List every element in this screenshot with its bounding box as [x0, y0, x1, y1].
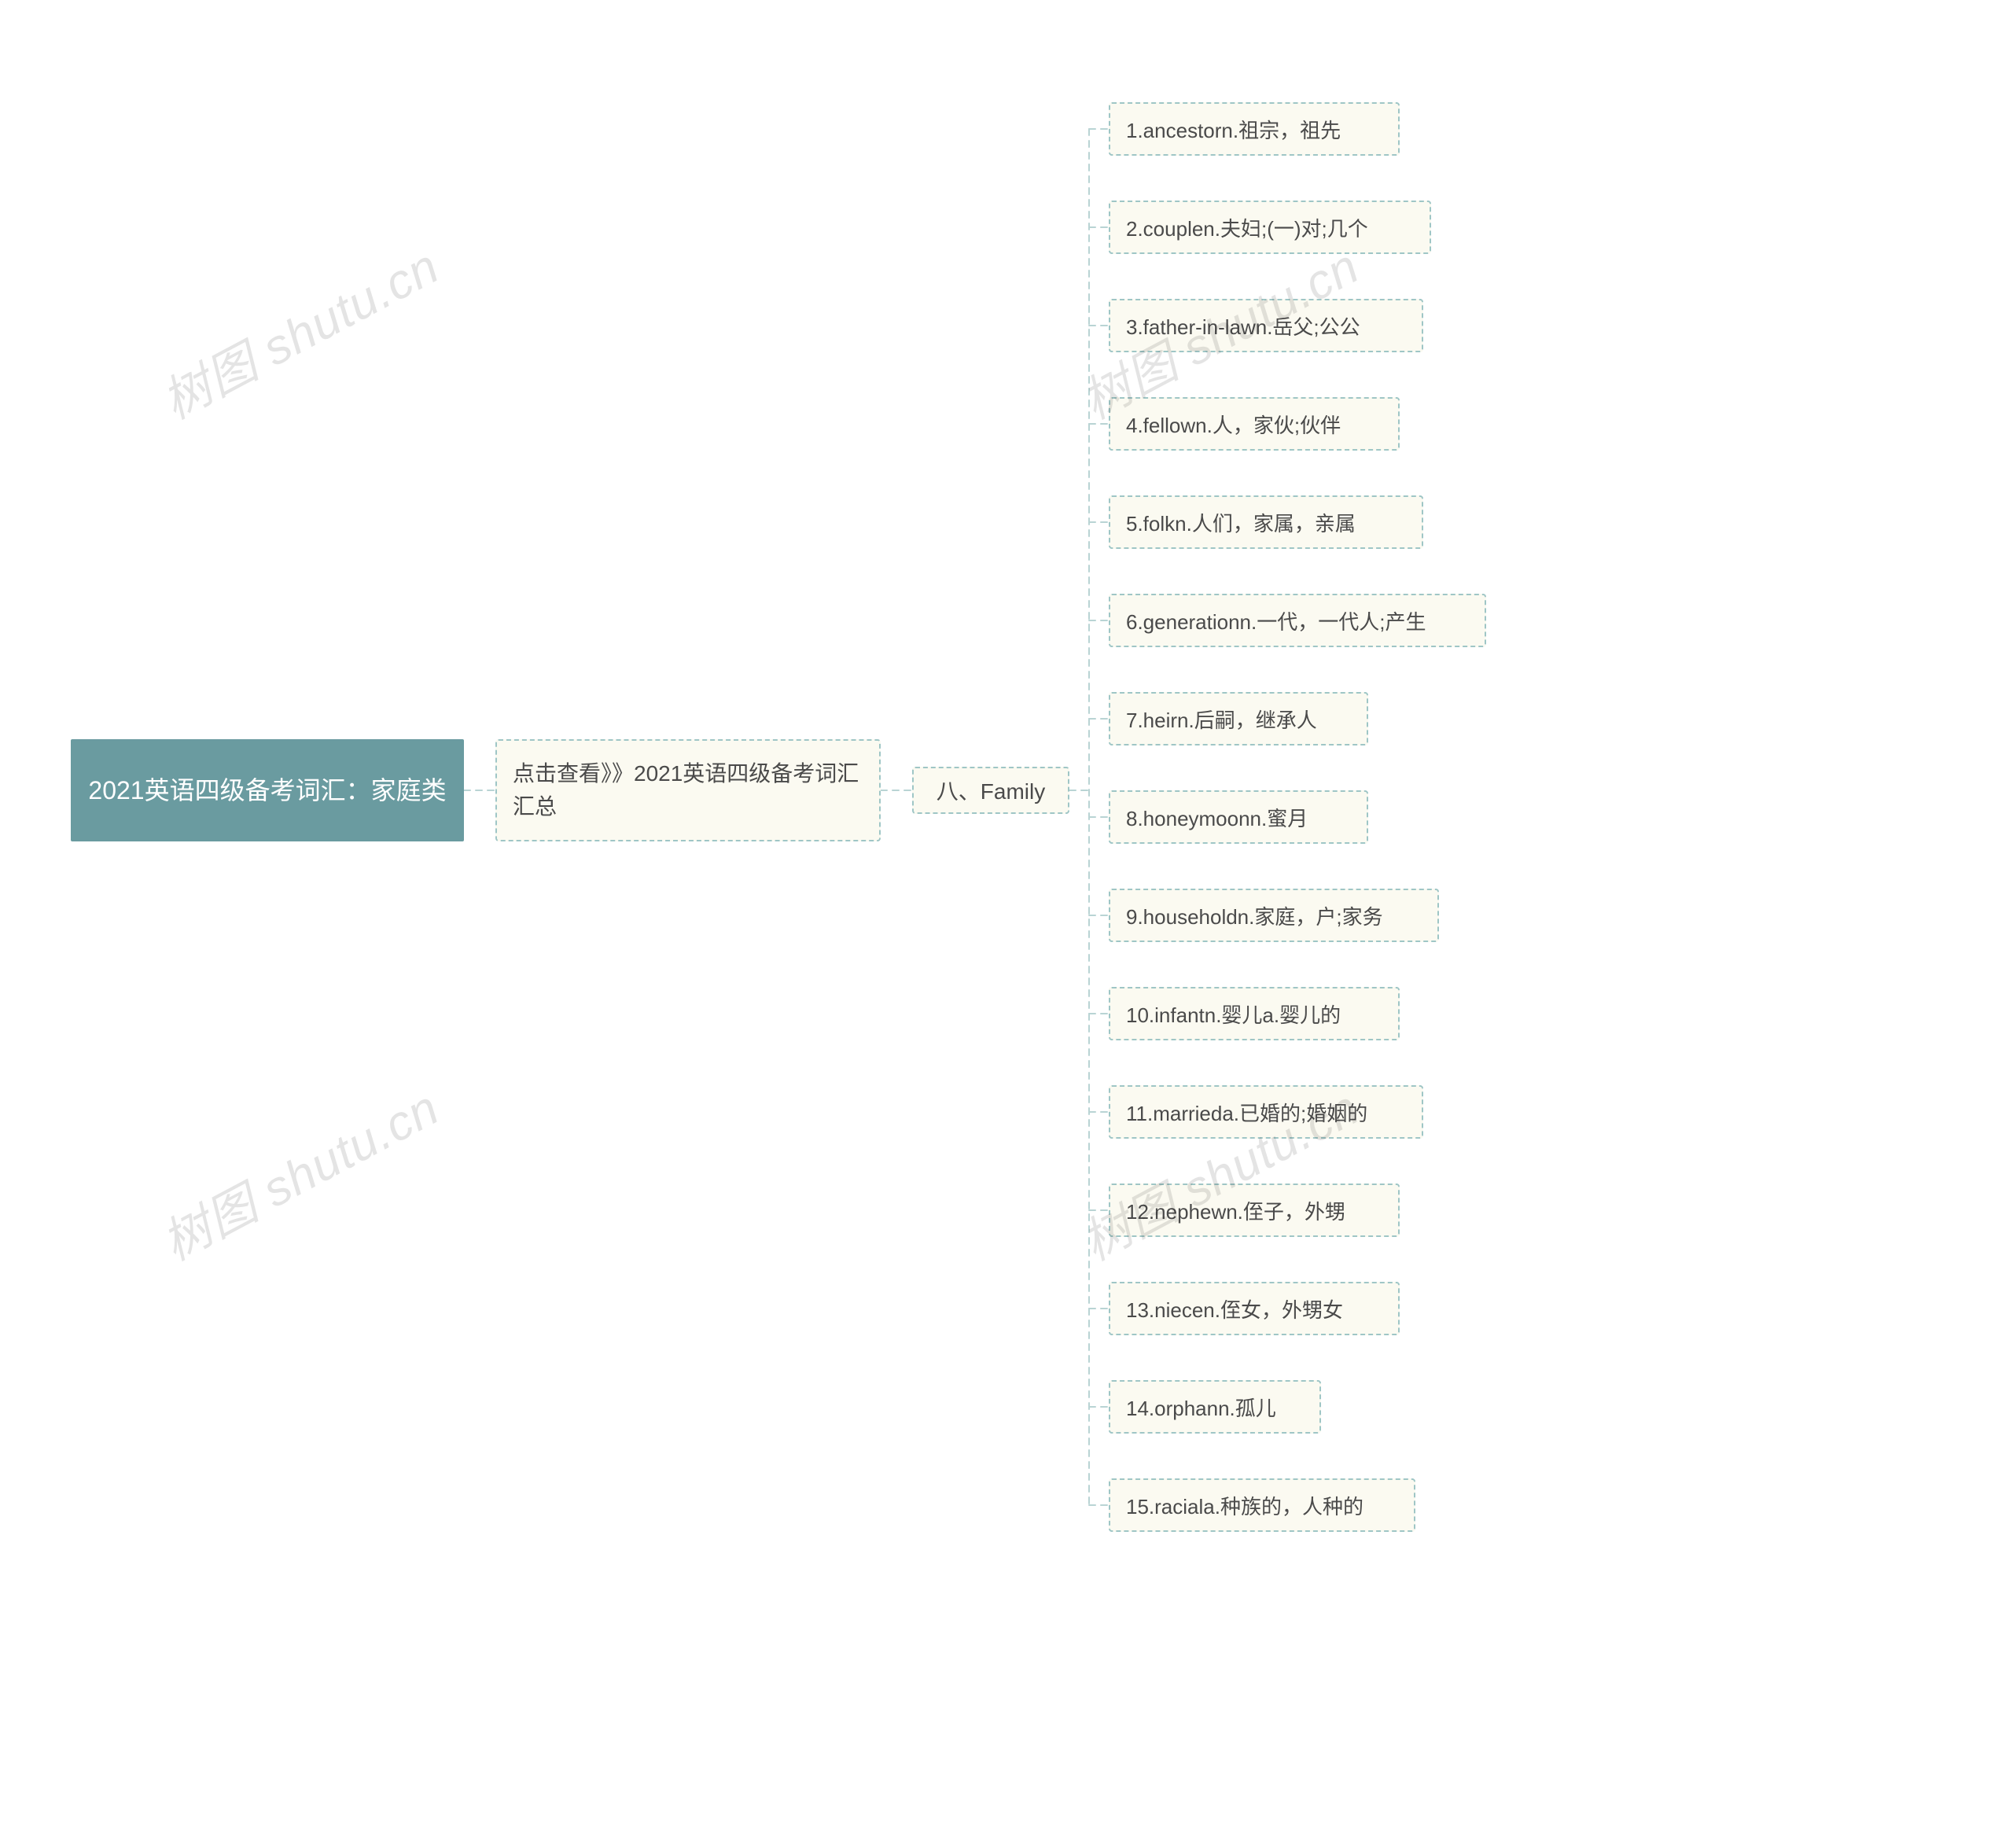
leaf-label: 8.honeymoonn.蜜月 [1126, 803, 1308, 832]
leaf-label: 13.niecen.侄女，外甥女 [1126, 1294, 1343, 1323]
mindmap-level1[interactable]: 点击查看》》2021英语四级备考词汇汇总 [495, 739, 881, 841]
mindmap-leaf[interactable]: 13.niecen.侄女，外甥女 [1109, 1282, 1400, 1335]
mindmap-leaf[interactable]: 11.marrieda.已婚的;婚姻的 [1109, 1085, 1423, 1139]
mindmap-level2[interactable]: 八、Family [912, 767, 1069, 814]
mindmap-leaf[interactable]: 7.heirn.后嗣，继承人 [1109, 692, 1368, 745]
leaf-label: 11.marrieda.已婚的;婚姻的 [1126, 1098, 1367, 1127]
mindmap-root[interactable]: 2021英语四级备考词汇：家庭类 [71, 739, 464, 841]
mindmap-leaf[interactable]: 14.orphann.孤儿 [1109, 1380, 1321, 1434]
mindmap-leaf[interactable]: 2.couplen.夫妇;(一)对;几个 [1109, 201, 1431, 254]
leaf-label: 12.nephewn.侄子，外甥 [1126, 1196, 1345, 1225]
level2-label: 八、Family [937, 775, 1045, 806]
mindmap-leaf[interactable]: 10.infantn.婴儿a.婴儿的 [1109, 987, 1400, 1040]
leaf-label: 14.orphann.孤儿 [1126, 1393, 1276, 1422]
mindmap-leaf[interactable]: 5.folkn.人们，家属，亲属 [1109, 495, 1423, 549]
leaf-label: 6.generationn.一代，一代人;产生 [1126, 606, 1426, 635]
leaf-label: 7.heirn.后嗣，继承人 [1126, 705, 1317, 734]
leaf-label: 9.householdn.家庭，户;家务 [1126, 901, 1383, 930]
mindmap-leaf[interactable]: 6.generationn.一代，一代人;产生 [1109, 594, 1486, 647]
level1-label: 点击查看》》2021英语四级备考词汇汇总 [513, 757, 863, 823]
watermark: 树图 shutu.cn [148, 227, 450, 433]
mindmap-leaf[interactable]: 12.nephewn.侄子，外甥 [1109, 1184, 1400, 1237]
leaf-label: 10.infantn.婴儿a.婴儿的 [1126, 999, 1341, 1029]
leaf-label: 2.couplen.夫妇;(一)对;几个 [1126, 213, 1368, 242]
leaf-label: 15.raciala.种族的，人种的 [1126, 1491, 1363, 1520]
mindmap-leaf[interactable]: 4.fellown.人，家伙;伙伴 [1109, 397, 1400, 451]
mindmap-leaf[interactable]: 8.honeymoonn.蜜月 [1109, 790, 1368, 844]
mindmap-leaf[interactable]: 15.raciala.种族的，人种的 [1109, 1478, 1415, 1532]
mindmap-leaf[interactable]: 3.father-in-lawn.岳父;公公 [1109, 299, 1423, 352]
leaf-label: 3.father-in-lawn.岳父;公公 [1126, 311, 1360, 341]
watermark: 树图 shutu.cn [148, 1069, 450, 1274]
leaf-label: 4.fellown.人，家伙;伙伴 [1126, 410, 1341, 439]
leaf-label: 5.folkn.人们，家属，亲属 [1126, 508, 1356, 537]
mindmap-leaf[interactable]: 1.ancestorn.祖宗，祖先 [1109, 102, 1400, 156]
mindmap-leaf[interactable]: 9.householdn.家庭，户;家务 [1109, 889, 1439, 942]
root-label: 2021英语四级备考词汇：家庭类 [88, 771, 446, 809]
leaf-label: 1.ancestorn.祖宗，祖先 [1126, 115, 1341, 144]
